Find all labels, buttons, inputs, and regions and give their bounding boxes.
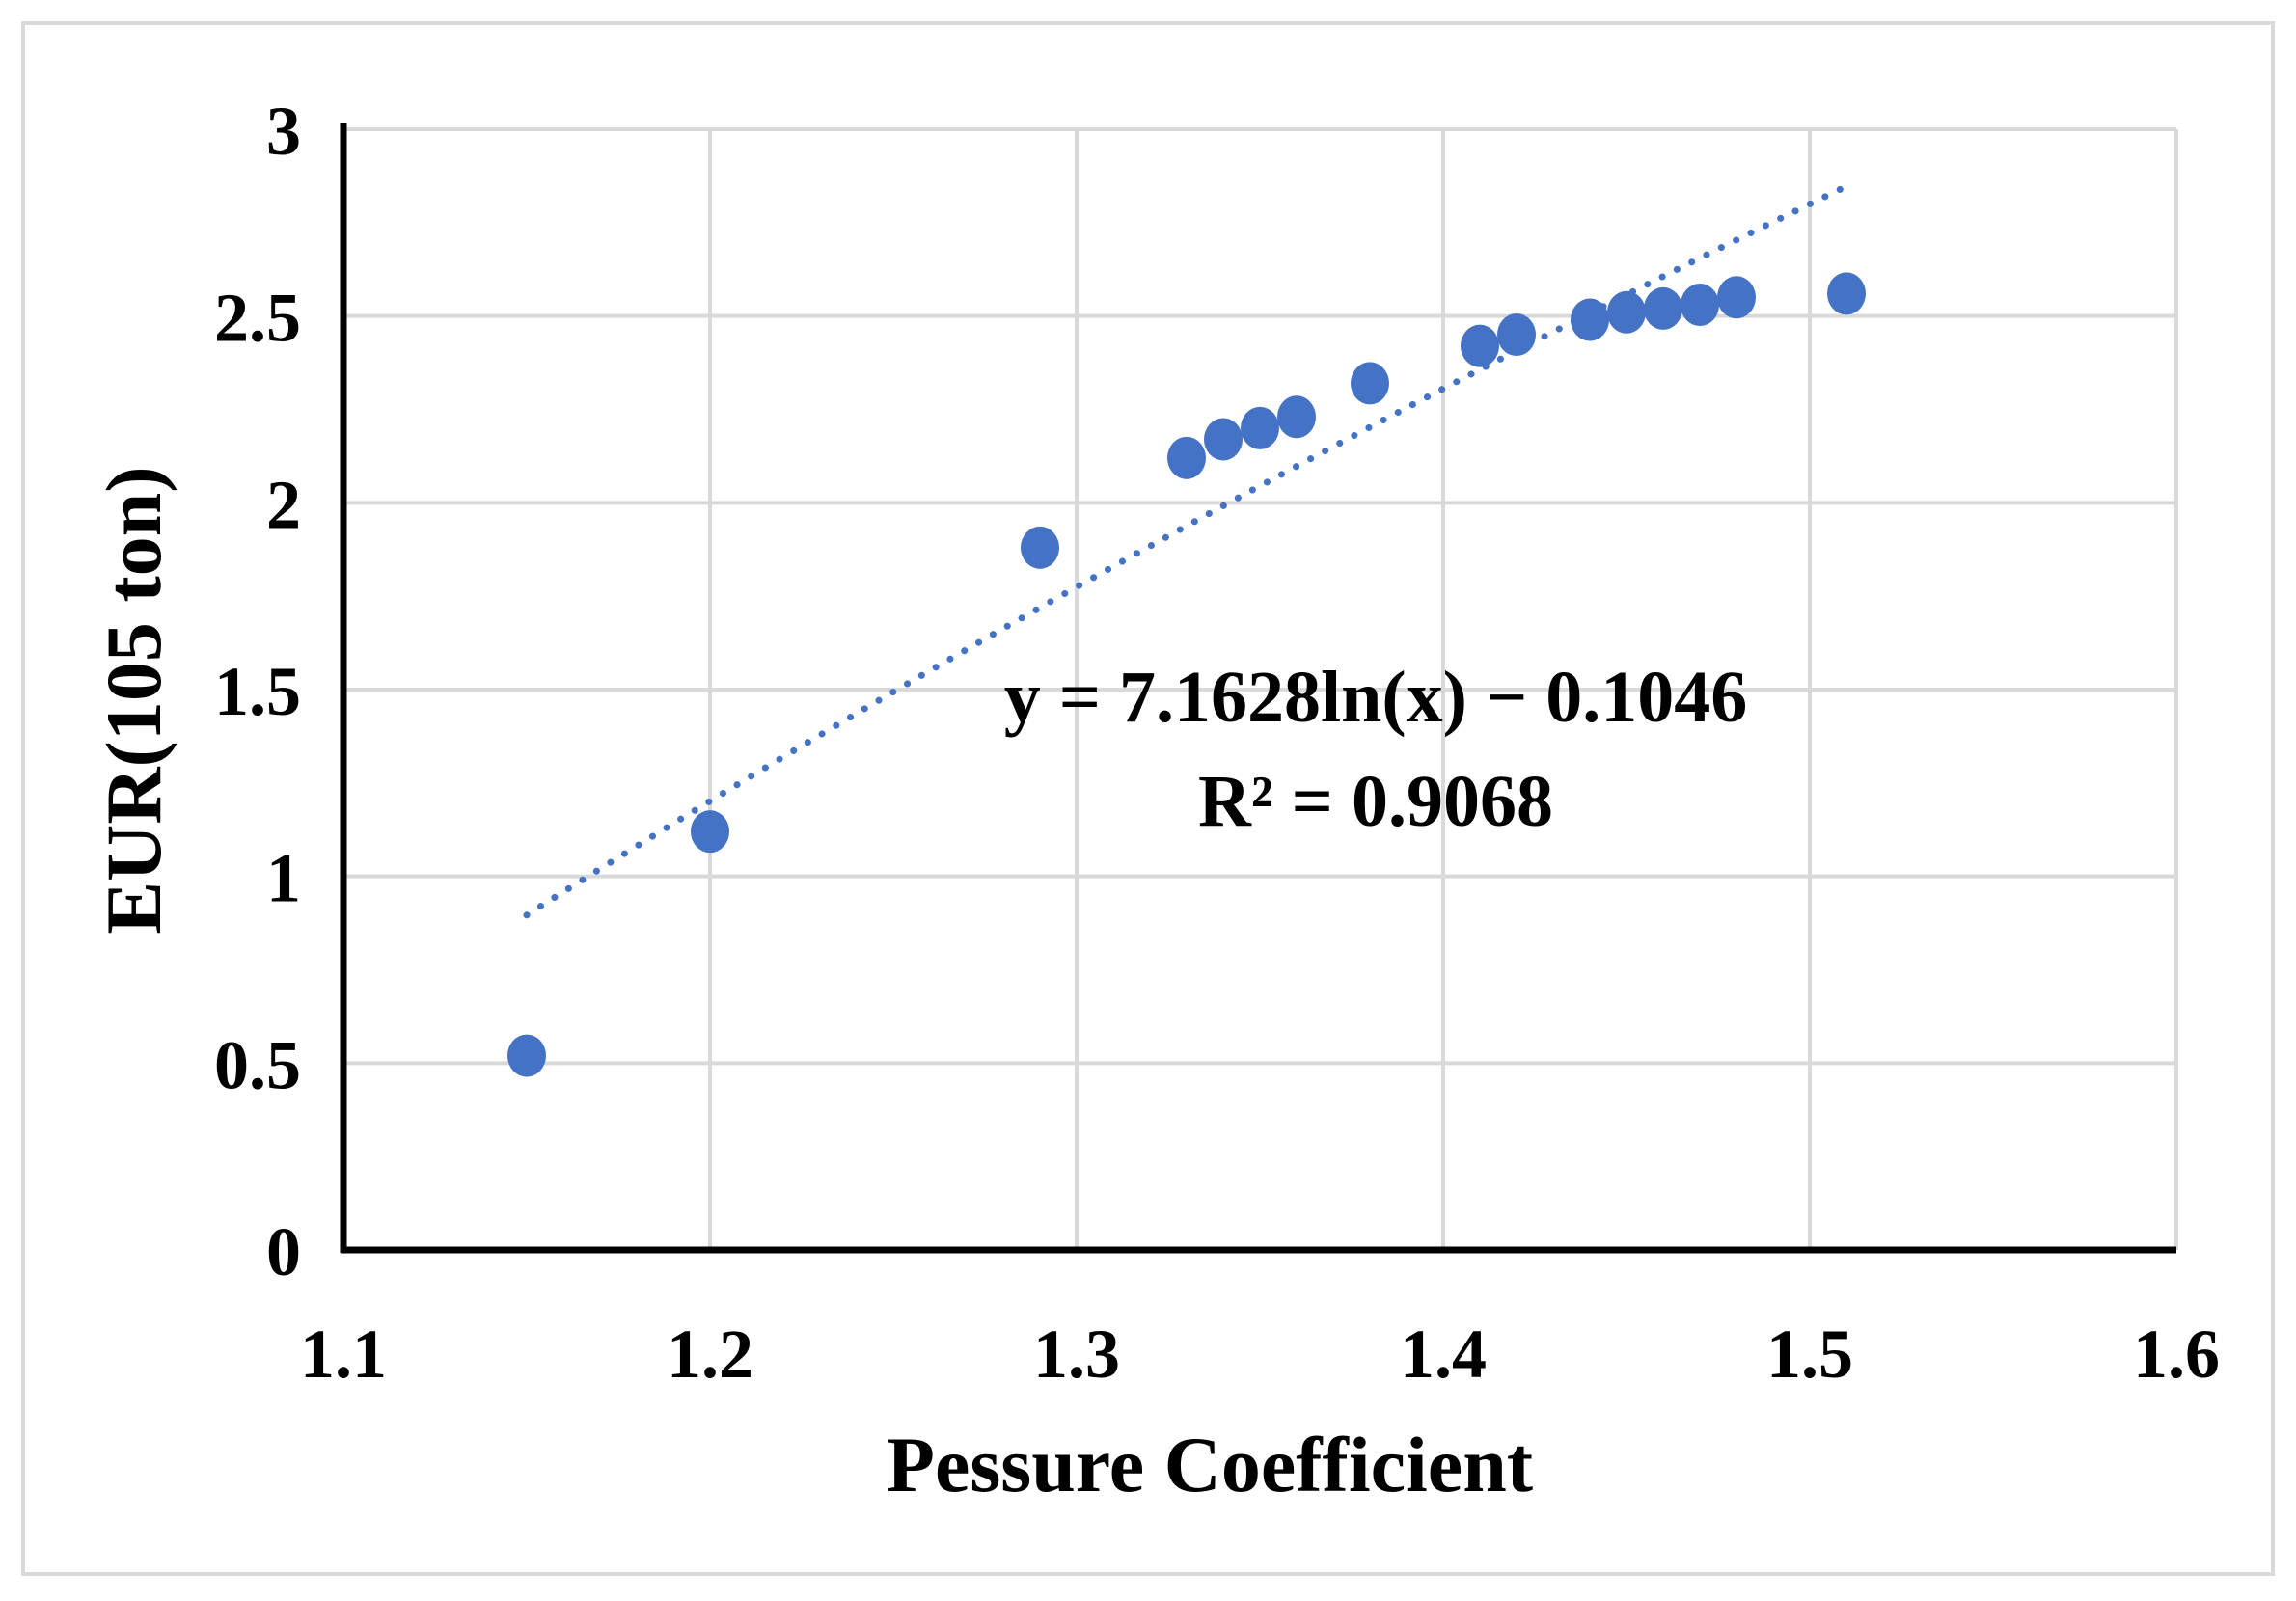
- axes: [340, 123, 2176, 1254]
- data-point-2: [691, 810, 729, 854]
- trendline-r-squared: R² = 0.9068: [1198, 761, 1553, 842]
- data-point-10: [1497, 313, 1536, 357]
- x-tick-label-1.5: 1.5: [1766, 1316, 1853, 1393]
- data-point-1: [507, 1034, 546, 1077]
- y-axis-title: EUR(105 ton): [90, 466, 178, 934]
- chart-frame: 1.1 1.2 1.3 1.4 1.5 1.6 0 0.5 1 1.5 2 2.5 3 y = 7.16…: [21, 21, 2275, 1576]
- data-point-14: [1681, 284, 1719, 327]
- data-point-3: [1021, 526, 1059, 569]
- x-tick-label-1.3: 1.3: [1033, 1316, 1120, 1393]
- x-axis-title: Pessure Coefficient: [887, 1421, 1533, 1508]
- data-point-11: [1571, 298, 1609, 341]
- data-point-13: [1644, 286, 1682, 330]
- data-point-9: [1461, 324, 1499, 367]
- data-point-5: [1204, 418, 1243, 461]
- data-point-4: [1167, 436, 1206, 479]
- y-tick-label-1: 1: [266, 840, 301, 917]
- data-point-8: [1351, 362, 1389, 405]
- trendline-equation: y = 7.1628ln(x) − 0.1046: [1004, 657, 1748, 738]
- grid-lines: [343, 127, 2178, 1250]
- x-tick-label-1.1: 1.1: [300, 1316, 387, 1393]
- y-tick-label-2: 2: [266, 466, 301, 543]
- data-point-12: [1607, 290, 1646, 334]
- y-tick-label-3: 3: [266, 93, 301, 170]
- y-tick-label-1.5: 1.5: [214, 653, 301, 730]
- y-tick-label-0: 0: [266, 1213, 301, 1290]
- data-point-6: [1241, 406, 1279, 449]
- data-point-7: [1277, 395, 1316, 439]
- scatter-chart: 1.1 1.2 1.3 1.4 1.5 1.6 0 0.5 1 1.5 2 2.5 3 y = 7.16…: [90, 93, 2220, 1508]
- y-tick-label-0.5: 0.5: [214, 1026, 301, 1103]
- x-tick-label-1.4: 1.4: [1400, 1316, 1487, 1393]
- x-tick-label-1.6: 1.6: [2133, 1316, 2220, 1393]
- tick-labels: 1.1 1.2 1.3 1.4 1.5 1.6 0 0.5 1 1.5 2 2.5 3: [214, 93, 2220, 1393]
- data-point-15: [1717, 276, 1756, 319]
- y-tick-label-2.5: 2.5: [214, 280, 301, 357]
- data-points: [507, 272, 1866, 1077]
- x-tick-label-1.2: 1.2: [667, 1316, 753, 1393]
- data-point-16: [1827, 272, 1866, 315]
